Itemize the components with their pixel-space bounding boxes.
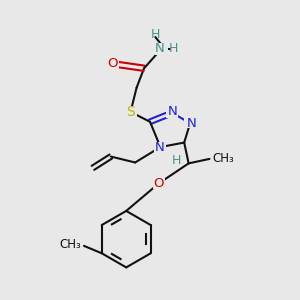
Bar (166, 108, 178, 118)
Bar (153, 178, 165, 189)
Bar (124, 106, 137, 118)
Text: O: O (154, 177, 164, 190)
Bar (107, 58, 119, 70)
Text: S: S (126, 105, 135, 119)
Text: N: N (155, 42, 165, 56)
Text: CH₃: CH₃ (60, 238, 82, 251)
Text: O: O (108, 57, 118, 70)
Text: CH₃: CH₃ (212, 152, 234, 165)
Bar (154, 142, 166, 152)
Text: H: H (169, 42, 178, 56)
Text: N: N (187, 117, 196, 130)
Text: H: H (151, 28, 160, 40)
Bar (155, 43, 167, 55)
Bar (184, 118, 196, 128)
Text: H: H (172, 154, 182, 167)
Text: N: N (154, 141, 164, 154)
Text: N: N (167, 105, 177, 118)
